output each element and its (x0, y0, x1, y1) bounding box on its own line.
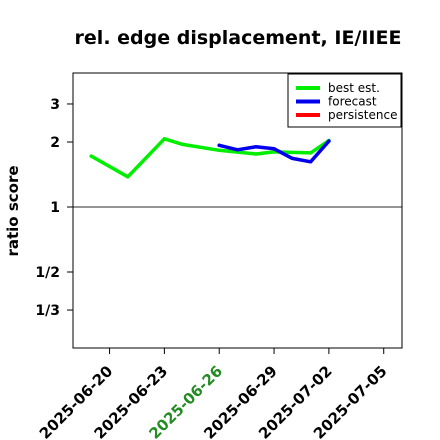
y-tick-label: 1/3 (35, 303, 60, 319)
y-tick-label: 1/2 (35, 265, 60, 281)
x-axis: 2025-06-202025-06-232025-06-262025-06-29… (36, 348, 391, 440)
y-tick-label: 1 (50, 200, 60, 216)
y-axis-label: ratio score (4, 165, 22, 256)
y-tick-label: 3 (50, 97, 60, 113)
series-point (180, 142, 185, 147)
plot-frame (72, 72, 403, 349)
series-point (308, 151, 313, 155)
legend-label: best est. (328, 81, 380, 95)
y-axis: 1/3 1/2 1 2 3 (35, 97, 73, 319)
legend-label: persistence (328, 108, 397, 122)
series-point (254, 145, 258, 149)
chart-title: rel. edge displacement, IE/IIEE (75, 27, 402, 49)
series-point (327, 139, 331, 143)
y-tick-label: 2 (50, 135, 60, 151)
series-point (272, 147, 276, 151)
series-point (254, 152, 258, 156)
series-point (126, 175, 130, 179)
series-point (162, 137, 167, 141)
series-point (217, 143, 221, 148)
series-point (217, 148, 221, 153)
series-point (89, 154, 93, 158)
series-point (308, 160, 313, 164)
legend-label: forecast (328, 95, 377, 109)
series-layer (89, 137, 331, 179)
series-point (290, 156, 295, 161)
series-point (235, 148, 240, 152)
